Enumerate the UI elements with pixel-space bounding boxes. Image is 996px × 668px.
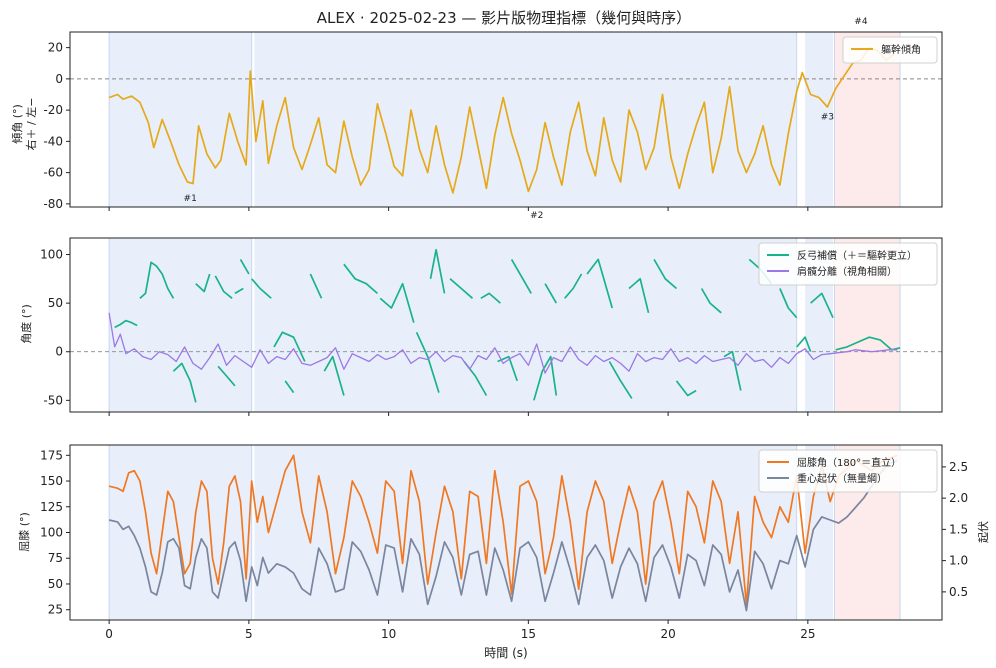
x-tick-label-2: 10	[381, 627, 396, 641]
series-1-line	[108, 459, 898, 612]
y-tick-label-3: 100	[40, 526, 63, 540]
series-0-segment-6	[234, 287, 244, 295]
series-0-segment-30	[700, 288, 722, 314]
chart-title: ALEX · 2025-02-23 — 影片版物理指標（幾何與時序）	[317, 9, 691, 27]
series-0-segment-2	[172, 362, 197, 403]
y-tick-label-3: -50	[43, 393, 63, 407]
shaded-region-1	[254, 445, 797, 620]
series-0-segment-21	[510, 258, 532, 294]
series-0-line	[108, 46, 896, 194]
series-0-segment-0	[114, 319, 138, 329]
panel-knee-flexion: 175 150 125 100 75 50 25 2.5 2.0 1.5 1.0 0.5 0 5 10 15 2…	[40, 444, 968, 641]
panel-0-ylabel2: 右＋ / 左−	[24, 98, 38, 151]
series-0-segment-15	[415, 331, 440, 393]
panel-2-ylabel-right: 起伏	[976, 521, 990, 543]
legend-box	[842, 36, 938, 64]
series-0-segment-27	[628, 277, 650, 314]
series-0-segment-26	[608, 361, 633, 399]
y-tick-label-5: 50	[48, 577, 63, 591]
y-tick-label-0: 100	[40, 248, 63, 262]
series-0-segment-24	[564, 273, 583, 299]
y-tick-label-1: 50	[48, 296, 63, 310]
legend-label-0: 反弓補償（＋＝驅幹更立）	[797, 249, 917, 262]
y-tick-label-1: 150	[40, 474, 63, 488]
legend-label-0: 屈膝角（180°＝直立）	[797, 456, 901, 469]
plot-frame	[69, 31, 943, 208]
series-0-segment-16	[429, 248, 446, 294]
x-tick-label-5: 25	[800, 627, 815, 641]
y-tick-label-2: 125	[40, 500, 63, 514]
series-0-segment-3	[195, 273, 211, 293]
series-0-segment-22	[533, 355, 558, 401]
legend-label-1: 重心起伏（無量綱）	[797, 472, 887, 485]
annotation-2: #3	[821, 113, 834, 123]
y-tick-label-4: -60	[43, 166, 63, 180]
x-tick-label-3: 15	[521, 627, 536, 641]
series-0-segment-12	[323, 355, 345, 396]
y-right-tick-label-0: 2.5	[949, 460, 968, 474]
panel-trunk-tilt: 20 0 -20 -40 -60 -80 #1 #2 #3 #4 軀幹傾角	[43, 17, 943, 221]
series-0-segment-14	[379, 282, 415, 323]
y-tick-label-0: 175	[40, 448, 63, 462]
legend-label-0: 軀幹傾角	[881, 43, 921, 56]
series-0-segment-4	[217, 365, 236, 387]
panel-angles: 100 50 0 -50 反弓補償（＋＝驅幹更立） 肩髖分離（視角相關）	[40, 237, 943, 416]
y-tick-label-3: -40	[43, 134, 63, 148]
series-0-segment-29	[675, 380, 697, 397]
series-0-segment-31	[723, 350, 742, 391]
plot-frame	[69, 237, 943, 413]
y-tick-label-4: 75	[48, 551, 63, 565]
legend-box	[758, 449, 938, 493]
panel-2-ylabel: 屈膝 (°)	[18, 512, 31, 552]
panel-0-ylabel: 傾角 (°)	[10, 104, 24, 144]
series-0-segment-25	[586, 258, 614, 309]
y-right-tick-label-2: 1.5	[949, 522, 968, 536]
y-tick-label-6: 25	[48, 603, 63, 617]
shaded-region-2	[805, 32, 833, 207]
x-tick-label-0: 0	[105, 627, 113, 641]
series-0-line	[108, 454, 898, 606]
x-tick-label-4: 20	[660, 627, 675, 641]
shaded-region-1	[254, 238, 797, 412]
y-tick-label-0: 20	[48, 41, 63, 55]
series-0-segment-7	[239, 258, 250, 275]
y-tick-label-5: -80	[43, 197, 63, 211]
series-1-segment-0	[108, 312, 898, 374]
annotation-0: #1	[184, 194, 197, 204]
panel-1-ylabel: 角度 (°)	[19, 304, 33, 344]
y-tick-label-2: 0	[55, 345, 63, 359]
annotation-3: #4	[854, 17, 868, 27]
series-0-segment-17	[449, 278, 474, 299]
y-tick-label-2: -20	[43, 103, 63, 117]
series-0-segment-8	[251, 278, 272, 299]
series-0-segment-9	[273, 331, 306, 362]
legend-label-1: 肩髖分離（視角相關）	[797, 265, 897, 278]
series-0-segment-19	[480, 292, 501, 304]
shaded-region-0	[109, 238, 252, 412]
series-0-segment-28	[653, 258, 678, 290]
series-0-segment-5	[214, 275, 233, 299]
x-tick-label-1: 5	[245, 627, 253, 641]
y-right-tick-label-1: 2.0	[949, 491, 968, 505]
series-0-segment-1	[139, 261, 175, 299]
x-axis-label: 時間 (s)	[484, 646, 527, 660]
series-0-segment-10	[284, 380, 295, 394]
y-right-tick-label-3: 1.0	[949, 554, 968, 568]
legend-box	[758, 242, 938, 286]
y-tick-label-1: 0	[55, 72, 63, 86]
y-right-tick-label-4: 0.5	[949, 585, 968, 599]
annotation-1: #2	[530, 211, 543, 221]
series-0-segment-34	[796, 336, 812, 353]
series-0-segment-35	[810, 292, 834, 319]
series-0-segment-11	[309, 273, 323, 299]
series-0-segment-33	[779, 288, 798, 319]
series-0-segment-13	[343, 263, 378, 295]
series-0-segment-23	[544, 283, 558, 304]
